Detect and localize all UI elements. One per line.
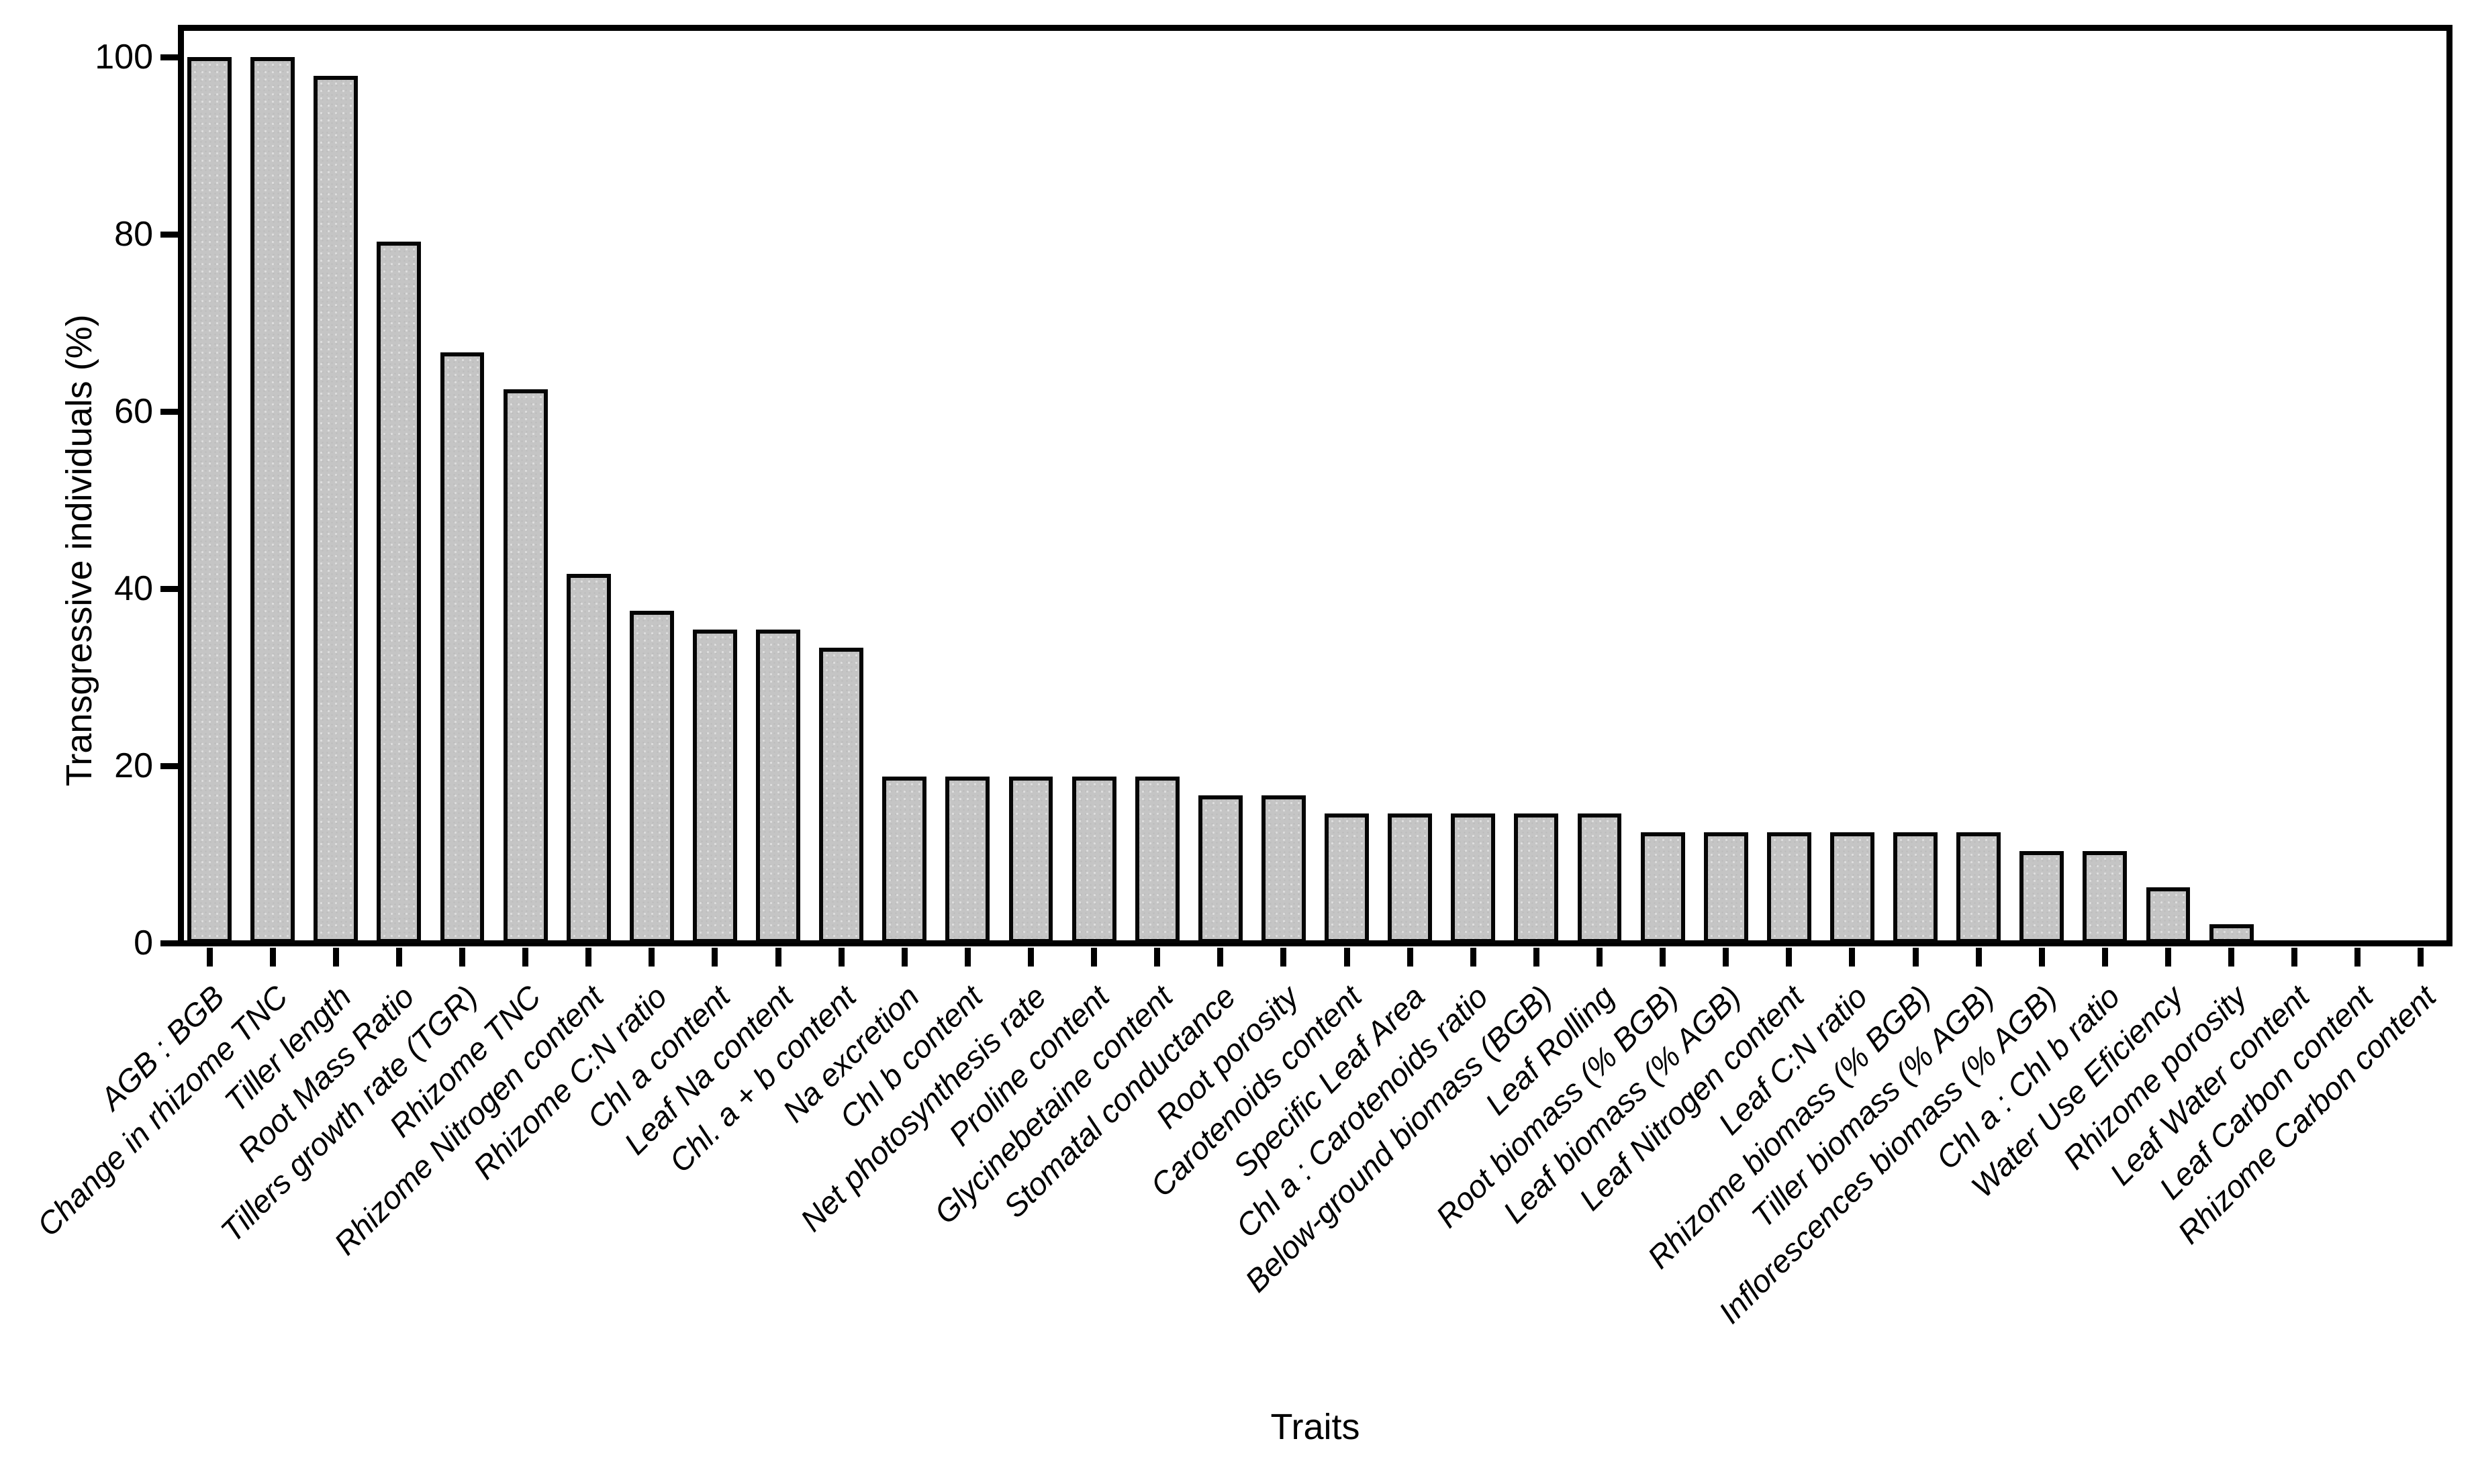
x-tick bbox=[2291, 948, 2298, 967]
bar bbox=[693, 629, 737, 943]
y-tick bbox=[160, 54, 178, 60]
x-axis-title: Traits bbox=[1270, 1407, 1360, 1447]
x-tick bbox=[1597, 948, 1603, 967]
x-tick bbox=[1470, 948, 1476, 967]
y-axis-title: Transgressive individuals (%) bbox=[59, 314, 99, 787]
x-tick bbox=[1154, 948, 1161, 967]
bar bbox=[1514, 813, 1559, 943]
y-tick-label: 60 bbox=[114, 392, 153, 431]
y-tick-label: 0 bbox=[134, 924, 153, 962]
bar bbox=[187, 57, 232, 943]
y-tick-label: 80 bbox=[114, 215, 153, 254]
bar bbox=[629, 611, 674, 943]
x-tick bbox=[459, 948, 465, 967]
y-tick bbox=[160, 762, 178, 769]
x-tick bbox=[1975, 948, 1982, 967]
x-tick bbox=[1343, 948, 1350, 967]
y-tick bbox=[160, 940, 178, 946]
y-tick bbox=[160, 231, 178, 238]
x-tick bbox=[1091, 948, 1098, 967]
bar bbox=[1071, 776, 1116, 943]
bar bbox=[314, 75, 359, 943]
x-tick bbox=[1217, 948, 1224, 967]
y-tick bbox=[160, 408, 178, 415]
x-tick bbox=[964, 948, 971, 967]
x-tick bbox=[206, 948, 213, 967]
bar bbox=[819, 648, 864, 943]
bar bbox=[503, 389, 548, 943]
x-tick bbox=[2101, 948, 2108, 967]
bar bbox=[1703, 832, 1748, 943]
bar bbox=[1135, 776, 1180, 943]
bar bbox=[1830, 832, 1874, 943]
bar bbox=[440, 352, 485, 943]
x-tick bbox=[2165, 948, 2171, 967]
x-tick bbox=[395, 948, 402, 967]
bar bbox=[882, 776, 927, 943]
bar bbox=[377, 241, 422, 943]
x-tick bbox=[1660, 948, 1666, 967]
bar bbox=[1261, 795, 1306, 943]
bar bbox=[566, 573, 611, 943]
y-tick-label: 100 bbox=[95, 38, 153, 77]
x-tick bbox=[2418, 948, 2424, 967]
bar bbox=[2083, 850, 2128, 943]
x-tick bbox=[1028, 948, 1034, 967]
bar bbox=[2146, 887, 2191, 943]
bar bbox=[1577, 813, 1622, 943]
x-tick bbox=[585, 948, 592, 967]
x-tick bbox=[2354, 948, 2361, 967]
x-tick bbox=[649, 948, 655, 967]
bar bbox=[2019, 850, 2064, 943]
x-tick bbox=[838, 948, 845, 967]
bar bbox=[1640, 832, 1685, 943]
x-tick bbox=[1407, 948, 1413, 967]
x-tick bbox=[712, 948, 718, 967]
y-tick-label: 40 bbox=[114, 569, 153, 608]
x-tick bbox=[2038, 948, 2045, 967]
plot-area bbox=[178, 25, 2452, 946]
x-tick bbox=[1849, 948, 1856, 967]
bar bbox=[1198, 795, 1243, 943]
y-tick-label: 20 bbox=[114, 746, 153, 785]
x-tick bbox=[269, 948, 276, 967]
bar bbox=[1325, 813, 1369, 943]
x-tick bbox=[1723, 948, 1729, 967]
x-tick bbox=[775, 948, 781, 967]
bar bbox=[1451, 813, 1496, 943]
x-tick bbox=[522, 948, 529, 967]
bar bbox=[1388, 813, 1433, 943]
bar bbox=[1956, 832, 2001, 943]
x-tick bbox=[1912, 948, 1919, 967]
x-tick bbox=[332, 948, 339, 967]
bar bbox=[945, 776, 990, 943]
y-tick bbox=[160, 585, 178, 592]
bar bbox=[2209, 924, 2254, 943]
x-tick bbox=[1280, 948, 1287, 967]
x-tick bbox=[2228, 948, 2235, 967]
x-tick bbox=[901, 948, 908, 967]
bar bbox=[1893, 832, 1938, 943]
bar bbox=[756, 629, 800, 943]
bar bbox=[1766, 832, 1811, 943]
x-tick bbox=[1533, 948, 1539, 967]
bar bbox=[250, 57, 295, 943]
bar bbox=[1008, 776, 1053, 943]
x-tick bbox=[1786, 948, 1793, 967]
